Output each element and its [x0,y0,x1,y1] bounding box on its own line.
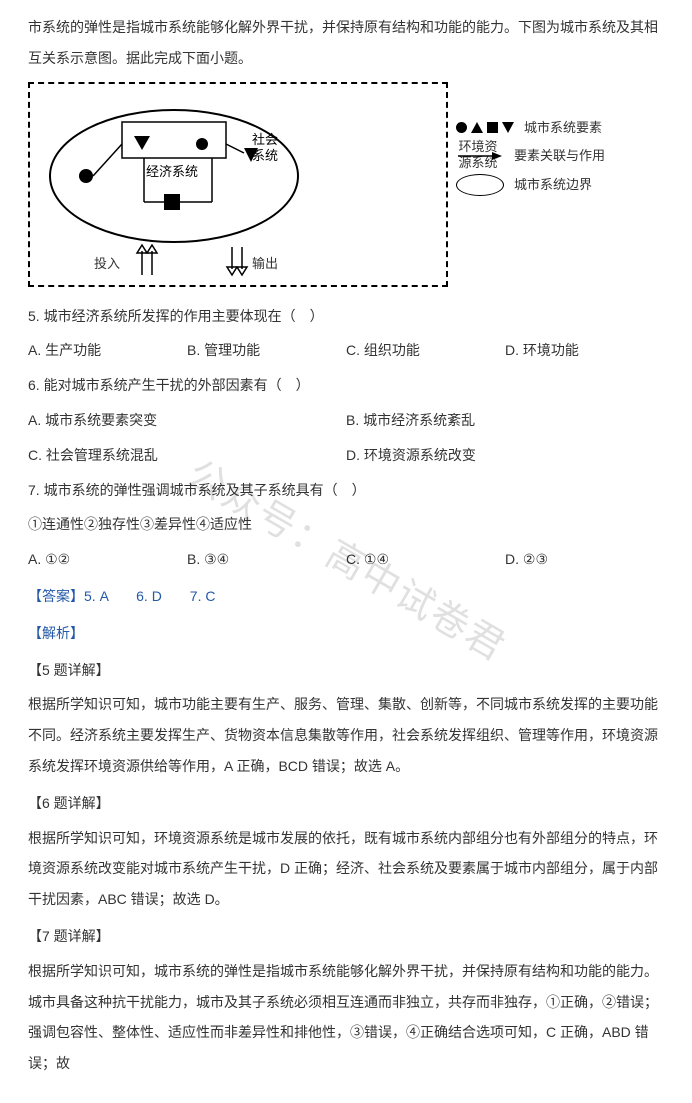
legend-boundary-label: 城市系统边界 [514,171,592,200]
q5-option-a[interactable]: A. 生产功能 [28,335,187,366]
legend-relations-row: 要素关联与作用 [456,142,656,171]
q7-option-a[interactable]: A. ①② [28,544,187,575]
svg-text:系统: 系统 [252,148,278,163]
social-system-label: 社会 [252,132,278,147]
legend-oval-icon [456,174,504,196]
intro-paragraph: 市系统的弹性是指城市系统能够化解外界干扰，并保持原有结构和功能的能力。下图为城市… [28,12,664,74]
input-label: 投入 [94,250,120,279]
q5-stem: 5. 城市经济系统所发挥的作用主要体现在（ ） [28,301,664,332]
legend-relations-label: 要素关联与作用 [514,142,605,171]
analysis-label: 【解析】 [28,618,664,649]
q6-stem: 6. 能对城市系统产生干扰的外部因素有（ ） [28,370,664,401]
q7-option-c[interactable]: C. ①④ [346,544,505,575]
q6-option-b[interactable]: B. 城市经济系统紊乱 [346,405,664,436]
q6-option-c[interactable]: C. 社会管理系统混乱 [28,440,346,471]
legend-elements-label: 城市系统要素 [524,114,602,143]
econ-system-label: 经济系统 [146,164,198,179]
q5-option-c[interactable]: C. 组织功能 [346,335,505,366]
system-diagram: 经济系统 社会 系统 环境资源系统 投入 输出 城市系统要素 [28,82,448,287]
q5-option-b[interactable]: B. 管理功能 [187,335,346,366]
legend-elements-row: 城市系统要素 [456,114,656,143]
analysis-7-body: 根据所学知识可知，城市系统的弹性是指城市系统能够化解外界干扰，并保持原有结构和功… [28,956,664,1079]
analysis-7-title: 【7 题详解】 [28,921,664,952]
analysis-6-body: 根据所学知识可知，环境资源系统是城市发展的依托，既有城市系统内部组分也有外部组分… [28,823,664,915]
analysis-6-title: 【6 题详解】 [28,788,664,819]
q7-circles: ①连通性②独存性③差异性④适应性 [28,509,664,540]
q6-option-a[interactable]: A. 城市系统要素突变 [28,405,346,436]
diagram-legend: 城市系统要素 要素关联与作用 城市系统边界 [456,114,656,200]
q7-options: A. ①② B. ③④ C. ①④ D. ②③ [28,544,664,575]
q6-options: A. 城市系统要素突变 B. 城市经济系统紊乱 C. 社会管理系统混乱 D. 环… [28,405,664,475]
legend-arrow-icon [456,149,504,163]
legend-triangle-down-icon [502,122,514,133]
legend-circle-icon [456,122,467,133]
output-label: 输出 [252,250,278,279]
analysis-5-body: 根据所学知识可知，城市功能主要有生产、服务、管理、集散、创新等，不同城市系统发挥… [28,689,664,781]
q6-option-d[interactable]: D. 环境资源系统改变 [346,440,664,471]
q5-option-d[interactable]: D. 环境功能 [505,335,664,366]
legend-triangle-up-icon [471,122,483,133]
q7-option-b[interactable]: B. ③④ [187,544,346,575]
q5-options: A. 生产功能 B. 管理功能 C. 组织功能 D. 环境功能 [28,335,664,366]
answers-line: 【答案】5. A 6. D 7. C [28,581,664,612]
legend-boundary-row: 城市系统边界 [456,171,656,200]
analysis-5-title: 【5 题详解】 [28,655,664,686]
q7-option-d[interactable]: D. ②③ [505,544,664,575]
legend-square-icon [487,122,498,133]
q7-stem: 7. 城市系统的弹性强调城市系统及其子系统具有（ ） [28,475,664,506]
